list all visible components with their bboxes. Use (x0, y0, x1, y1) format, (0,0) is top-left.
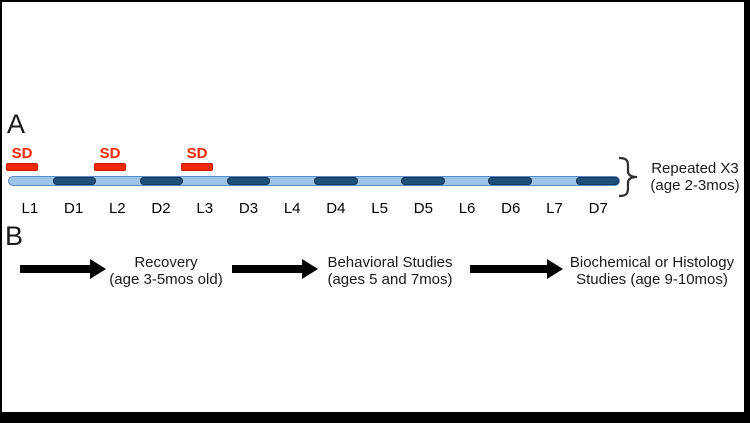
segment-label-d6: D6 (501, 200, 521, 217)
timeline-segment-d1 (52, 177, 97, 185)
step-line1: Recovery (134, 254, 198, 271)
segment-label-l6: L6 (458, 200, 476, 217)
timeline-segment-l5 (358, 177, 402, 185)
timeline-segment-d2 (139, 177, 184, 185)
step-line2: (ages 5 and 7mos) (327, 270, 453, 288)
arrow-head (547, 259, 563, 279)
repeat-bracket (618, 156, 638, 198)
segment-labels-row: L1 D1 L2 D2 L3 D3 L4 D4 L5 D5 L6 D6 L7 D7 (8, 200, 620, 218)
repeat-note: Repeated X3 (age 2-3mos) (644, 160, 746, 194)
frame-border-top (0, 0, 750, 2)
sd-marker-bar (94, 163, 126, 171)
segment-label-l2: L2 (108, 200, 126, 217)
step-line2: (age 3-5mos old) (109, 270, 223, 288)
timeline-segment-l3 (183, 177, 227, 185)
frame-border-bottom (0, 412, 750, 423)
timeline-segment-l1 (9, 177, 53, 185)
segment-label-d7: D7 (588, 200, 608, 217)
frame-border-left (0, 0, 2, 423)
panel-b-label: B (5, 221, 24, 251)
segment-label-l3: L3 (196, 200, 214, 217)
timeline-segment-d6 (488, 177, 532, 185)
segment-label-l7: L7 (546, 200, 563, 217)
arrow-shaft (232, 265, 302, 273)
sd-marker-l3: SD (181, 146, 213, 171)
timeline-segment-d4 (314, 177, 358, 185)
sd-marker-l2: SD (94, 146, 126, 171)
segment-label-l1: L1 (21, 200, 39, 217)
sd-marker-bar (6, 163, 38, 171)
step-behavioral-studies: Behavioral Studies (ages 5 and 7mos) (310, 254, 470, 288)
repeat-note-line1: Repeated X3 (651, 160, 739, 177)
timeline-segment-l4 (270, 177, 314, 185)
segment-label-d5: D5 (413, 200, 433, 217)
light-dark-cycle-bar (8, 176, 620, 186)
arrow-head (302, 259, 318, 279)
arrow-shaft (470, 265, 547, 273)
timeline-segment-d3 (226, 177, 271, 185)
segment-label-d4: D4 (326, 200, 346, 217)
segment-label-l5: L5 (371, 200, 388, 217)
timeline-segment-d5 (401, 177, 445, 185)
arrow-head (90, 259, 106, 279)
step-biochemical-histology: Biochemical or Histology Studies (age 9-… (566, 254, 738, 288)
sd-marker-bar (181, 163, 213, 171)
timeline-segment-d7 (575, 177, 620, 185)
sd-marker-text: SD (186, 145, 208, 162)
frame-border-right (744, 0, 750, 423)
step-line1: Biochemical or Histology (569, 254, 735, 271)
step-recovery: Recovery (age 3-5mos old) (96, 254, 236, 288)
arrow-shaft (20, 265, 90, 273)
timeline-segment-l7 (532, 177, 576, 185)
timeline-segment-l6 (445, 177, 489, 185)
panel-a-label: A (7, 109, 26, 139)
step-line2: Studies (age 9-10mos) (576, 270, 728, 288)
timeline-segment-l2 (96, 177, 140, 185)
sd-marker-text: SD (11, 145, 33, 162)
segment-label-d2: D2 (151, 200, 171, 217)
sd-marker-text: SD (99, 145, 121, 162)
sd-marker-l1: SD (6, 146, 38, 171)
repeat-note-line2: (age 2-3mos) (650, 177, 740, 194)
segment-label-d3: D3 (238, 200, 259, 217)
step-line1: Behavioral Studies (327, 254, 453, 271)
segment-label-l4: L4 (283, 200, 301, 217)
segment-label-d1: D1 (63, 200, 84, 217)
